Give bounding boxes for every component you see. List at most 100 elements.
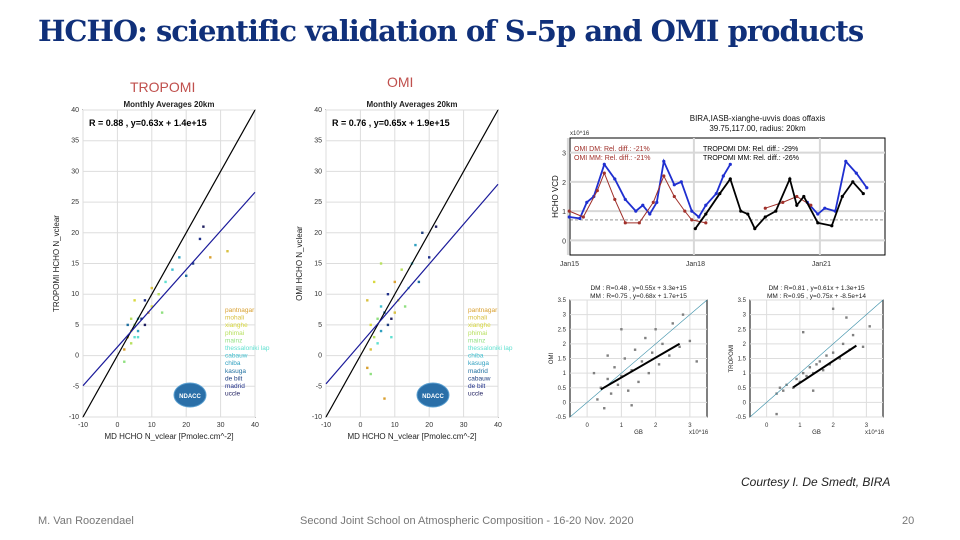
x-tick-label: 20	[182, 422, 190, 429]
series-marker	[816, 221, 820, 225]
y-tick-label: 3	[562, 151, 566, 158]
x-tick-label: 30	[460, 422, 468, 429]
x-tick-label: 0	[115, 422, 119, 429]
chart-annotation: DM : R=0.81 , y=0.61x + 1.3e+15	[768, 285, 865, 292]
data-point	[171, 268, 174, 271]
series-marker	[613, 197, 617, 202]
legend-entry: cabauw	[468, 375, 491, 382]
data-point	[623, 357, 626, 360]
regression-line	[82, 109, 256, 418]
data-point	[811, 389, 815, 392]
data-point	[838, 357, 841, 360]
tropomi-label: TROPOMI	[130, 79, 196, 95]
data-point	[369, 323, 372, 327]
series-marker	[693, 227, 697, 231]
y-tick-label: 1.5	[558, 357, 567, 363]
data-point	[633, 348, 637, 351]
regression-line	[569, 299, 708, 418]
series-marker	[774, 209, 778, 213]
legend-entry: kasuga	[225, 368, 246, 375]
chart-annotation: MM : R=0.75 , y=0.68x + 1.7e+15	[590, 293, 687, 300]
regression-line	[600, 342, 681, 391]
y-tick-label: 3.5	[558, 298, 567, 304]
y-tick-label: 30	[314, 168, 322, 175]
x-tick-label: 3	[865, 423, 869, 429]
y-tick-label: 0.5	[558, 386, 567, 392]
y-axis-label: TROPOMI HCHO N_vclear	[52, 215, 61, 312]
data-point	[160, 311, 164, 314]
regression-line	[325, 109, 499, 418]
data-point	[209, 256, 212, 259]
series-marker	[802, 194, 806, 199]
data-point	[150, 305, 153, 308]
data-point	[403, 305, 407, 308]
omi-label: OMI	[387, 74, 414, 90]
y-tick-label: 3	[743, 313, 747, 319]
data-point	[129, 317, 133, 320]
y-tick-label: 5	[75, 322, 79, 329]
legend-entry: mohali	[468, 315, 487, 322]
series-marker	[641, 203, 645, 207]
y-tick-label: 2.5	[558, 327, 567, 333]
legend-entry: xianghe	[225, 322, 248, 329]
data-point	[782, 389, 785, 392]
series-marker	[714, 191, 718, 196]
y-tick-label: 15	[71, 261, 79, 268]
series-line	[765, 195, 812, 209]
x-scale-label: x10^16	[865, 430, 885, 436]
y-tick-label: -0.5	[736, 415, 747, 421]
data-point	[123, 360, 126, 363]
data-point	[808, 366, 812, 369]
data-point	[792, 386, 795, 389]
data-point	[805, 374, 808, 378]
series-marker	[690, 218, 694, 222]
y-tick-label: 15	[314, 261, 322, 268]
chart-annotation: MM : R=0.95 , y=0.75x + -8.5e+14	[767, 293, 866, 300]
y-tick-label: 1.5	[738, 357, 747, 363]
y-tick-label: 40	[71, 107, 79, 114]
data-point	[825, 354, 828, 357]
y-tick-label: -0.5	[556, 415, 567, 421]
scatter-chart: 0 1 2 3 -0.5 0 0.5 1 1.5 2 2.5 3 3.5 DM : R=0.48 , y=…	[549, 285, 709, 436]
chart-annotation: R = 0.76 , y=0.65x + 1.9e+15	[332, 118, 450, 128]
data-point	[185, 274, 188, 277]
data-point	[795, 377, 798, 381]
data-point	[376, 317, 379, 320]
legend-entry: uccle	[468, 391, 484, 398]
series-marker	[763, 215, 767, 219]
y-tick-label: 0	[318, 353, 322, 360]
y-tick-label: 0	[75, 353, 79, 360]
series-marker	[613, 177, 617, 181]
y-tick-label: 2	[563, 342, 567, 348]
series-marker	[746, 212, 750, 216]
y-tick-label: 20	[314, 230, 322, 237]
y-tick-label: 2	[562, 180, 566, 187]
data-point	[668, 354, 671, 357]
y-tick-label: -10	[69, 414, 79, 421]
x-tick-label: 10	[148, 422, 156, 429]
y-tick-label: 35	[71, 138, 79, 145]
legend-entry: cabauw	[225, 353, 248, 360]
series-marker	[672, 194, 676, 199]
data-point	[678, 345, 681, 348]
chart-annotation: OMI DM: Rel. diff.: -21%	[574, 146, 650, 153]
series-marker	[697, 215, 701, 219]
ndacc-logo-text: NDACC	[179, 394, 201, 400]
chart-title: Monthly Averages 20km	[367, 100, 458, 109]
x-tick-label: Jan15	[560, 261, 579, 268]
footer-event: Second Joint School on Atmospheric Compo…	[300, 515, 634, 527]
series-marker	[567, 209, 571, 213]
data-point	[143, 323, 147, 327]
series-marker	[844, 159, 848, 163]
series-marker	[672, 183, 676, 187]
data-point	[841, 342, 845, 346]
series-marker	[721, 174, 725, 178]
series-marker	[679, 180, 683, 184]
y-axis-label: TROPOMI	[729, 344, 735, 372]
series-marker	[739, 209, 743, 213]
series-marker	[602, 162, 606, 166]
data-point	[379, 305, 383, 308]
x-axis-label: GB	[634, 430, 643, 436]
legend-entry: mainz	[225, 337, 242, 344]
series-marker	[823, 206, 827, 210]
